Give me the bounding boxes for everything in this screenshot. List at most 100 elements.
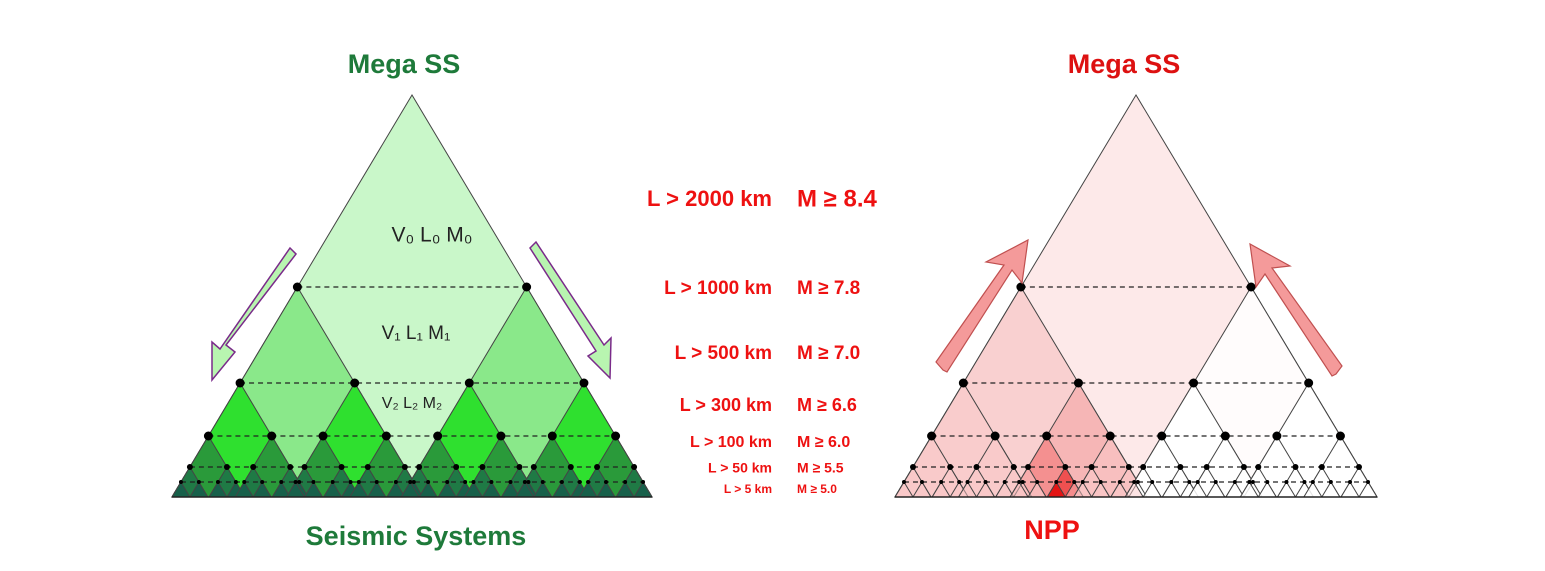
node-dot: [1220, 431, 1230, 441]
node-dot: [301, 464, 308, 470]
node-dot: [1016, 282, 1026, 292]
node-dot: [965, 480, 970, 484]
node-dot: [1088, 464, 1095, 470]
node-dot: [623, 480, 628, 484]
node-dot: [1250, 480, 1255, 484]
node-dot: [1328, 480, 1333, 484]
length-label: L > 2000 km: [647, 186, 772, 211]
node-dot: [1187, 480, 1192, 484]
node-dot: [1246, 282, 1256, 292]
node-dot: [1189, 378, 1199, 388]
node-dot: [1125, 464, 1132, 470]
left-title: Mega SS: [348, 49, 461, 79]
node-dot: [1010, 464, 1017, 470]
node-dot: [1318, 464, 1325, 470]
length-label: L > 300 km: [680, 395, 772, 415]
node-dot: [522, 480, 527, 484]
node-dot: [1304, 378, 1314, 388]
node-dot: [453, 464, 460, 470]
node-dot: [1132, 480, 1137, 484]
node-dot: [1035, 480, 1040, 484]
node-dot: [559, 480, 564, 484]
node-dot: [594, 464, 601, 470]
node-dot: [530, 464, 537, 470]
node-dot: [1140, 464, 1147, 470]
node-dot: [297, 480, 302, 484]
node-dot: [401, 464, 408, 470]
node-dot: [445, 480, 450, 484]
length-label: L > 1000 km: [664, 278, 772, 299]
node-dot: [250, 464, 257, 470]
node-dot: [350, 378, 360, 388]
node-dot: [260, 480, 265, 484]
node-dot: [293, 480, 298, 484]
node-dot: [186, 464, 193, 470]
node-dot: [1302, 480, 1307, 484]
node-dot: [1002, 480, 1007, 484]
node-dot: [508, 480, 513, 484]
magnitude-label: M ≥ 6.6: [797, 395, 857, 415]
node-dot: [178, 480, 183, 484]
node-dot: [1117, 480, 1122, 484]
level-label: V₂ L₂ M₂: [382, 395, 442, 412]
pyramids: [171, 94, 1378, 498]
node-dot: [547, 431, 557, 441]
node-dot: [983, 480, 988, 484]
node-dot: [958, 378, 968, 388]
node-dot: [464, 378, 474, 388]
node-dot: [611, 431, 621, 441]
node-dot: [919, 480, 924, 484]
magnitude-label: M ≥ 6.0: [797, 434, 850, 451]
node-dot: [1195, 480, 1200, 484]
node-dot: [267, 431, 277, 441]
node-dot: [1284, 480, 1289, 484]
level-label: V₁ L₁ M₁: [382, 323, 451, 344]
down-arrow: [211, 246, 297, 383]
node-dot: [235, 378, 245, 388]
right-title: Mega SS: [1068, 49, 1181, 79]
node-dot: [479, 464, 486, 470]
left-caption: Seismic Systems: [306, 521, 527, 551]
node-dot: [433, 431, 443, 441]
node-dot: [540, 480, 545, 484]
node-dot: [604, 480, 609, 484]
node-dot: [1272, 431, 1282, 441]
node-dot: [577, 480, 582, 484]
up-arrow: [1249, 242, 1343, 377]
node-dot: [586, 480, 591, 484]
node-dot: [1098, 480, 1103, 484]
node-dot: [311, 480, 316, 484]
node-dot: [223, 464, 230, 470]
node-dot: [1073, 378, 1083, 388]
node-dot: [526, 480, 531, 484]
up-arrow: [935, 238, 1029, 373]
node-dot: [973, 464, 980, 470]
node-dot: [1265, 480, 1270, 484]
node-dot: [909, 464, 916, 470]
node-dot: [631, 464, 638, 470]
node-dot: [1247, 480, 1252, 484]
node-dot: [1135, 480, 1140, 484]
node-dot: [947, 464, 954, 470]
node-dot: [1072, 480, 1077, 484]
node-dot: [1054, 480, 1059, 484]
magnitude-label: M ≥ 8.4: [797, 185, 878, 212]
down-arrow: [529, 240, 612, 380]
magnitude-label: M ≥ 5.5: [797, 460, 844, 476]
node-dot: [901, 480, 906, 484]
node-dot: [463, 480, 468, 484]
node-dot: [196, 480, 201, 484]
node-dot: [1356, 464, 1363, 470]
node-dot: [1020, 480, 1025, 484]
node-dot: [1240, 464, 1247, 470]
node-dot: [364, 464, 371, 470]
node-dot: [292, 282, 302, 292]
node-dot: [1177, 464, 1184, 470]
right-caption: NPP: [1024, 515, 1080, 545]
node-dot: [1310, 480, 1315, 484]
node-dot: [471, 480, 476, 484]
node-dot: [1105, 431, 1115, 441]
node-dot: [408, 480, 413, 484]
node-dot: [1203, 464, 1210, 470]
